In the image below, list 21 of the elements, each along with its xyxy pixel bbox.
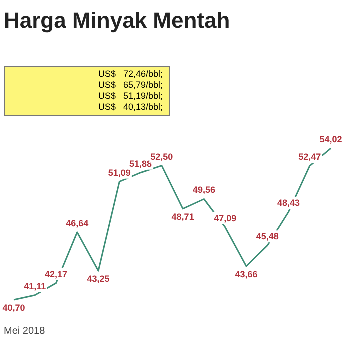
data-label: 49,56	[192, 185, 216, 196]
data-label: 47,09	[214, 213, 237, 224]
text: US$ 65,79/bbl;	[97, 80, 163, 91]
data-label: 41,11	[24, 281, 46, 292]
data-label: 42,17	[45, 269, 68, 280]
data-label: 51,88	[130, 158, 152, 169]
data-label: 45,48	[256, 232, 279, 242]
data-label: 54,02	[320, 134, 342, 145]
text: US$ 72,46/bbl;	[97, 69, 163, 80]
data-label: 43,66	[235, 269, 258, 280]
text: US$ 40,13/bbl;	[97, 102, 163, 113]
data-label: 43,25	[87, 274, 110, 284]
data-label: 51,09	[108, 168, 131, 178]
data-label: 48,71	[172, 212, 194, 222]
text: Mei 2018	[4, 326, 46, 337]
data-label: 52,47	[298, 152, 322, 162]
data-label: 52,50	[150, 152, 174, 162]
chart-title: Harga Minyak Mentah	[4, 8, 230, 34]
data-label: 46,64	[66, 218, 89, 228]
data-label: 48,43	[277, 198, 300, 208]
text: US$ 51,19/bbl;	[97, 91, 163, 102]
